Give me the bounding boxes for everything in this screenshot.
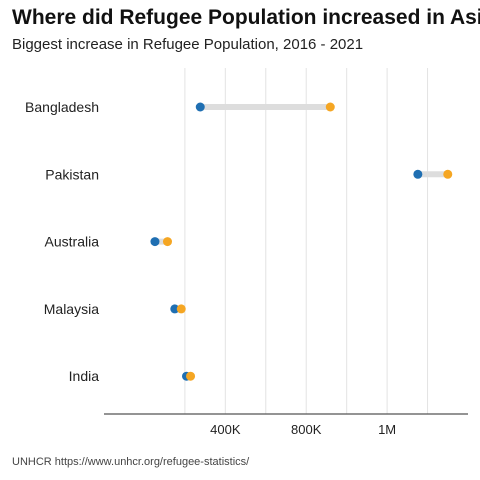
category-label-bangladesh: Bangladesh [25,99,99,115]
category-label-australia: Australia [45,234,100,250]
point-end-india [186,371,196,381]
point-start-australia [150,237,160,247]
point-start-pakistan [413,169,423,179]
point-end-australia [162,237,172,247]
source-note: UNHCR https://www.unhcr.org/refugee-stat… [12,456,250,468]
point-start-malaysia [170,304,180,314]
category-label-india: India [69,368,100,384]
x-tick-label-2: 1M [378,422,396,437]
connectors [151,104,451,380]
category-labels: Bangladesh Pakistan Australia Malaysia India [25,99,99,384]
point-end-bangladesh [325,102,335,112]
x-tick-label-1: 800K [291,422,322,437]
chart-subtitle: Biggest increase in Refugee Population, … [12,36,364,53]
category-label-malaysia: Malaysia [44,301,99,317]
category-label-pakistan: Pakistan [45,166,99,182]
x-tick-label-0: 400K [210,422,241,437]
gridlines [184,68,429,414]
point-end-pakistan [443,169,453,179]
x-axis: 400K 800K 1M [104,413,468,437]
chart-title: Where did Refugee Population increased i… [12,6,480,29]
point-end-malaysia [176,304,186,314]
point-start-bangladesh [195,102,205,112]
data-points [150,102,453,381]
